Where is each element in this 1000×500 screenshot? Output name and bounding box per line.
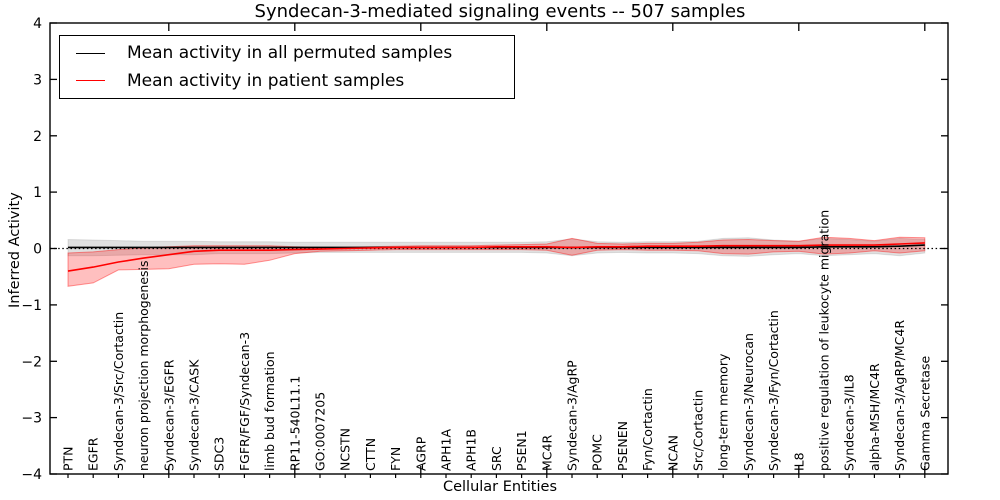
x-tick-label: limb bud formation [262,351,277,471]
x-axis-label: Cellular Entities [442,479,558,495]
x-tick-label: Syndecan-3/Fyn/Cortactin [766,310,781,471]
x-tick-label: SDC3 [212,437,227,471]
x-tick-label: APH1B [464,429,479,471]
x-tick-label: POMC [590,434,605,471]
x-tick-label: MC4R [539,435,554,471]
legend-box: Mean activity in all permuted samples Me… [59,35,515,99]
x-tick-label: GO:0007205 [313,392,328,471]
y-tick-label: −1 [21,298,42,314]
x-tick-label: Syndecan-3/CASK [187,359,202,471]
x-tick-label: NCAN [665,435,680,471]
x-tick-label: Fyn/Cortactin [640,388,655,471]
x-tick-label: IL8 [791,452,806,471]
patient-line-swatch [76,80,105,82]
y-tick-label: 0 [33,242,42,258]
x-tick-label: Syndecan-3/IL8 [842,374,857,471]
x-tick-label: NCSTN [338,428,353,471]
x-tick-label: Src/Cortactin [691,390,706,471]
x-tick-label: Syndecan-3/Neurocan [741,333,756,471]
y-tick-label: −4 [21,467,42,483]
axes-frame [49,22,949,475]
x-tick-label: Syndecan-3/Src/Cortactin [111,312,126,471]
legend-label-patient: Mean activity in patient samples [127,70,405,91]
y-tick-label: −2 [21,354,42,370]
x-tick-label: EGFR [86,437,101,471]
y-tick-label: 2 [33,129,42,145]
x-tick-label: alpha-MSH/MC4R [867,363,882,471]
x-tick-label: PSENEN [615,421,630,471]
x-tick-label: neuron projection morphogenesis [136,260,151,471]
legend-label-permuted: Mean activity in all permuted samples [127,43,453,64]
y-tick-label: 3 [33,72,42,88]
legend-entry-permuted: Mean activity in all permuted samples [60,40,514,67]
x-tick-label: PSEN1 [514,430,529,471]
permuted-line-swatch [76,52,105,54]
legend-entry-patient: Mean activity in patient samples [60,67,514,94]
x-tick-label: AGRP [413,436,428,471]
x-tick-label: positive regulation of leukocyte migrati… [817,210,832,471]
x-tick-label: FYN [388,447,403,471]
y-tick-label: −3 [21,411,42,427]
y-axis-label: Inferred Activity [7,192,23,308]
x-tick-label: FGFR/FGF/Syndecan-3 [237,332,252,471]
mean-line-patient [67,242,925,272]
x-tick-label: Syndecan-3/AgRP/MC4R [892,320,907,471]
x-tick-label: APH1A [439,429,454,471]
y-tick-label: 4 [33,16,42,32]
x-tick-label: Gamma Secretase [917,356,932,471]
x-tick-label: Syndecan-3/AgRP [565,360,580,471]
x-tick-label: SRC [489,446,504,471]
chart-title: Syndecan-3-mediated signaling events -- … [254,1,746,22]
x-tick-label: Syndecan-3/EGFR [161,359,176,471]
y-tick-label: 1 [33,185,42,201]
x-tick-label: long-term memory [716,353,731,471]
x-tick-label: CTTN [363,438,378,471]
x-tick-label: RP11-540L11.1 [287,376,302,471]
x-tick-label: PTN [61,446,76,471]
